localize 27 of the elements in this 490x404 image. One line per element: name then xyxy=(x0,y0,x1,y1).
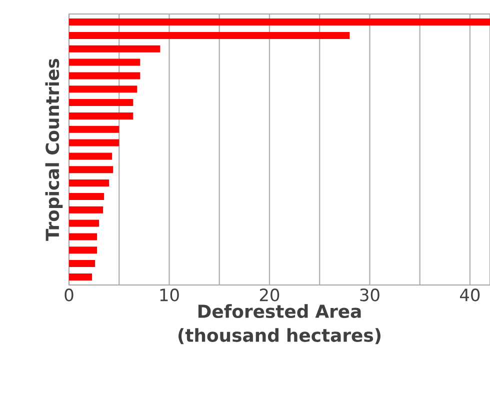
bar xyxy=(69,246,98,254)
bar xyxy=(69,99,134,106)
bar xyxy=(69,260,96,268)
x-tick-label: 20 xyxy=(260,288,280,302)
bar xyxy=(69,192,104,200)
bar xyxy=(69,139,120,146)
bar xyxy=(69,32,350,39)
bar xyxy=(69,45,160,52)
x-tick-label: 10 xyxy=(160,288,179,302)
bar xyxy=(69,58,140,66)
y-axis-title: Tropical Countries xyxy=(45,58,63,241)
bar xyxy=(69,18,490,26)
bar xyxy=(69,166,114,174)
bar xyxy=(69,273,92,280)
x-axis-title: Deforested Area (thousand hectares) xyxy=(178,304,380,344)
bar xyxy=(69,152,112,160)
x-tick-label: 30 xyxy=(360,288,380,302)
bar xyxy=(69,126,120,133)
bar xyxy=(69,180,110,187)
bar xyxy=(69,86,138,93)
x-tick-label: 0 xyxy=(64,288,74,302)
bar xyxy=(69,206,104,214)
x-tick-label: 40 xyxy=(460,288,480,302)
bar xyxy=(69,220,100,227)
bar xyxy=(69,112,134,120)
bar xyxy=(69,233,98,240)
bar xyxy=(69,72,140,80)
